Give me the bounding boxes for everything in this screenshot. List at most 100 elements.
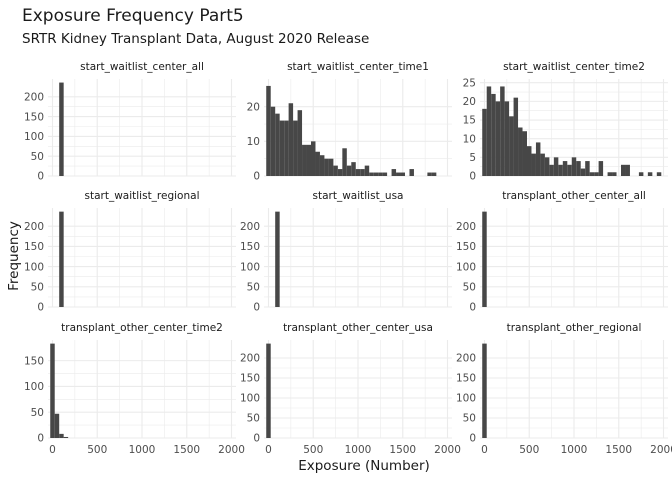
histogram-bar [427, 172, 432, 176]
facet-strip-label: start_waitlist_center_all [80, 61, 204, 73]
histogram-bar [59, 433, 64, 438]
histogram-bar [319, 155, 325, 176]
y-tick-label: 100 [24, 381, 44, 393]
histogram-bar [400, 172, 405, 176]
histogram-bar [63, 436, 69, 438]
histogram-bar [275, 113, 280, 176]
histogram-bar [302, 144, 307, 176]
histogram-bar [266, 85, 271, 176]
x-tick-label: 1000 [345, 444, 372, 456]
histogram-bar [431, 172, 437, 176]
histogram-bar [621, 164, 626, 176]
histogram-bar [638, 172, 644, 176]
histogram-bar [59, 82, 64, 176]
y-tick-label: 25 [463, 77, 476, 89]
histogram-bar [284, 120, 289, 176]
histogram-bar [576, 161, 581, 176]
y-tick-label: 100 [24, 131, 44, 143]
facet-strip-label: start_waitlist_center_time1 [287, 61, 429, 73]
histogram-bar [482, 343, 487, 438]
y-tick-label: 100 [456, 261, 476, 273]
histogram-bar [266, 343, 271, 438]
facet-strip-label: transplant_other_center_all [502, 190, 646, 202]
histogram-bar [333, 165, 338, 176]
histogram-bar [382, 172, 388, 176]
histogram-bar [54, 413, 60, 438]
histogram-bar [59, 211, 64, 307]
y-tick-label: 50 [247, 413, 260, 425]
chart-subtitle: SRTR Kidney Transplant Data, August 2020… [22, 31, 369, 47]
histogram-bar [612, 172, 617, 176]
x-tick-label: 1500 [389, 444, 416, 456]
y-tick-label: 150 [240, 241, 260, 253]
y-tick-label: 15 [463, 115, 476, 127]
y-tick-label: 0 [469, 171, 476, 183]
facet-strip-label: start_waitlist_usa [313, 190, 404, 202]
y-tick-label: 10 [463, 133, 476, 145]
histogram-bar [495, 101, 501, 176]
histogram-bar [598, 161, 604, 176]
y-tick-label: 200 [24, 221, 44, 233]
x-axis-label: Exposure (Number) [298, 458, 430, 474]
y-tick-label: 150 [24, 241, 44, 253]
histogram-bar [594, 172, 599, 176]
y-tick-label: 50 [247, 281, 260, 293]
facet-panel: transplant_other_center_usa0501001502000… [240, 322, 461, 456]
facet-panel: start_waitlist_center_time2 0 5 10 15 20 25 [463, 61, 668, 183]
histogram-bar [647, 172, 653, 176]
histogram-bar [306, 144, 311, 176]
histogram-bar [607, 172, 613, 176]
y-tick-label: 200 [456, 221, 476, 233]
x-tick-label: 1000 [129, 444, 156, 456]
histogram-bar [522, 131, 527, 176]
x-tick-label: 0 [481, 444, 488, 456]
facet-strip-label: start_waitlist_regional [85, 190, 200, 202]
histogram-bar [315, 151, 320, 176]
facet-strip-label: transplant_other_regional [507, 322, 642, 334]
histogram-bar [378, 172, 383, 176]
histogram-bar [275, 211, 280, 307]
chart-title: Exposure Frequency Part5 [22, 6, 244, 26]
y-tick-label: 10 [247, 136, 260, 148]
x-tick-label: 500 [303, 444, 323, 456]
y-tick-label: 50 [31, 281, 44, 293]
x-tick-label: 2000 [650, 444, 672, 456]
y-tick-label: 5 [469, 152, 476, 164]
histogram-bar [656, 172, 662, 176]
y-tick-label: 200 [456, 353, 476, 365]
y-tick-label: 200 [24, 92, 44, 104]
histogram-bar [527, 146, 532, 176]
y-tick-label: 0 [469, 302, 476, 314]
histogram-bar [328, 158, 334, 176]
histogram-bar [311, 141, 316, 176]
histogram-bar [297, 110, 303, 176]
histogram-bar [513, 97, 519, 176]
histogram-bar [270, 106, 276, 176]
histogram-bar [279, 120, 285, 176]
facet-strip-label: transplant_other_center_time2 [61, 322, 223, 334]
histogram-bar [625, 164, 630, 176]
y-tick-label: 20 [247, 101, 260, 113]
histogram-bar [504, 101, 510, 176]
y-tick-label: 0 [253, 433, 260, 445]
histogram-bar [396, 172, 401, 176]
x-tick-label: 0 [265, 444, 272, 456]
y-tick-label: 100 [240, 393, 260, 405]
histogram-bar [509, 116, 514, 176]
histogram-bar [364, 165, 370, 176]
y-tick-label: 0 [37, 433, 44, 445]
histogram-bar [337, 169, 343, 176]
histogram-bar [540, 153, 545, 176]
x-tick-label: 1500 [173, 444, 200, 456]
y-tick-label: 200 [240, 353, 260, 365]
y-tick-label: 50 [463, 413, 476, 425]
y-tick-label: 150 [24, 111, 44, 123]
histogram-bar [288, 103, 294, 176]
y-tick-label: 150 [456, 373, 476, 385]
y-tick-label: 100 [240, 261, 260, 273]
histogram-bar [544, 157, 550, 176]
facet-strip-label: transplant_other_center_usa [283, 322, 433, 334]
